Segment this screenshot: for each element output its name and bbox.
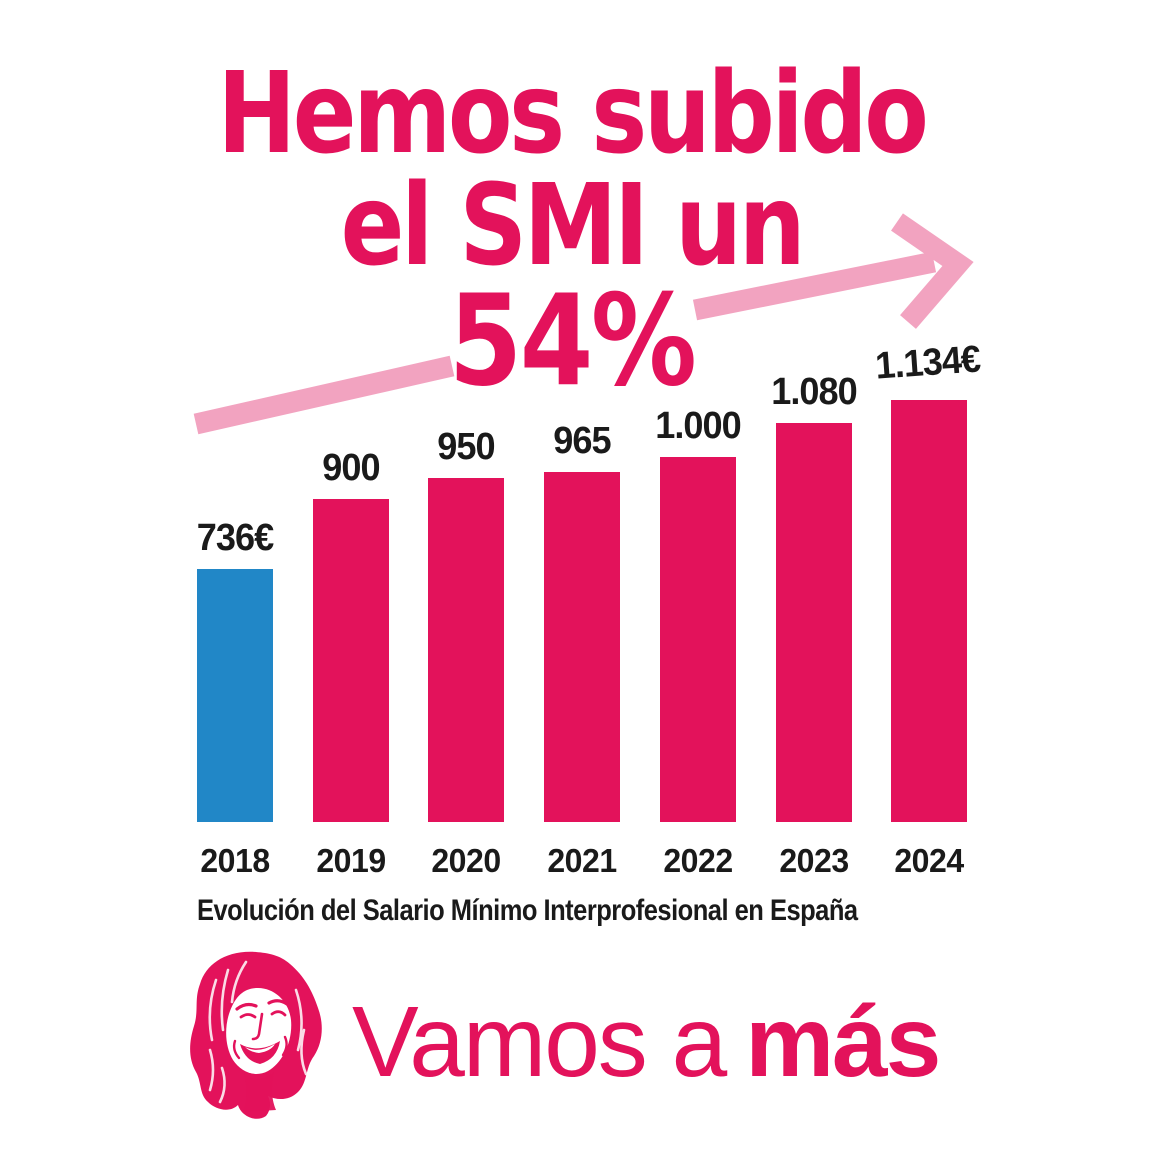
bar-2022: [660, 457, 736, 822]
headline-line-1: Hemos subido: [217, 49, 929, 179]
bar-year-label-2022: 2022: [663, 842, 733, 879]
bar-value-label-2023: 1.080: [771, 371, 858, 413]
bar-2018: [197, 569, 273, 822]
bar-year-label-2019: 2019: [316, 842, 386, 879]
bar-2021: [544, 472, 620, 822]
slogan-text-bold: más: [745, 986, 941, 1098]
woman-laughing-portrait-icon: [190, 951, 322, 1119]
bar-value-label-2018: 736€: [196, 517, 274, 559]
bar-year-label-2020: 2020: [431, 842, 501, 879]
slogan-text-regular: Vamos a: [352, 986, 727, 1098]
bar-2019: [313, 499, 389, 822]
bar-year-label-2021: 2021: [547, 842, 617, 879]
slogan: Vamos a más: [352, 992, 941, 1092]
bar-year-label-2024: 2024: [894, 842, 964, 879]
headline-line-3: 54%: [448, 267, 697, 414]
bar-value-label-2020: 950: [437, 426, 495, 468]
bar-value-label-2022: 1.000: [655, 405, 742, 447]
bar-year-label-2023: 2023: [779, 842, 849, 879]
bar-value-label-2021: 965: [553, 420, 611, 462]
headline-line-2: el SMI un: [340, 161, 806, 291]
bar-value-label-2019: 900: [322, 447, 380, 489]
bar-2020: [428, 478, 504, 822]
chart-caption: Evolución del Salario Mínimo Interprofes…: [197, 894, 858, 927]
bar-year-label-2018: 2018: [200, 842, 270, 879]
bar-2024: [891, 400, 967, 822]
bar-2023: [776, 423, 852, 822]
headline: Hemos subido el SMI un 54%: [0, 49, 1157, 414]
